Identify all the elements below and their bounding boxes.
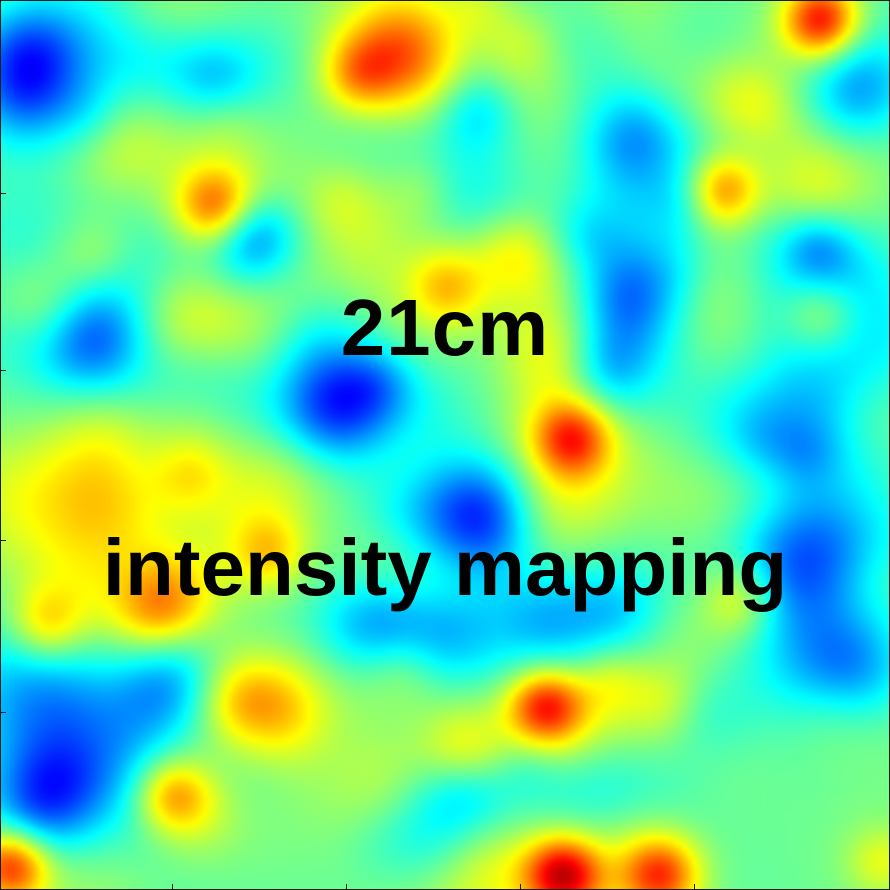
y-axis-tick <box>0 712 6 713</box>
x-axis-tick <box>346 884 347 890</box>
x-axis-tick <box>694 884 695 890</box>
y-axis-tick <box>0 193 6 194</box>
y-axis-tick <box>0 540 6 541</box>
x-axis-tick <box>520 884 521 890</box>
overlay-title-line-2: intensity mapping <box>102 523 788 612</box>
y-axis-tick <box>0 370 6 371</box>
x-axis-tick <box>172 884 173 890</box>
overlay-title-line-1: 21cm <box>340 283 550 372</box>
